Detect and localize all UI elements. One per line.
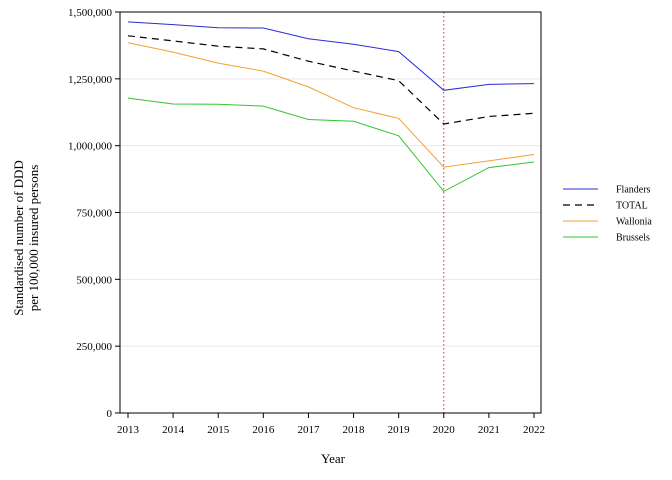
x-tick-label: 2017: [297, 424, 320, 436]
y-axis-title-line-2: per 100,000 insured persons: [26, 165, 41, 312]
gridlines: [120, 78, 541, 347]
y-tick-label: 1,250,000: [68, 74, 113, 86]
x-tick-label: 2014: [162, 424, 185, 436]
legend-label-flanders: Flanders: [616, 185, 651, 196]
series-line-total: [127, 35, 535, 125]
x-axis: 2013 2014 2015 2016 2017 2018 2019 2020 2021 2022: [117, 413, 545, 436]
series-lines: [127, 21, 535, 193]
x-tick-label: 2021: [478, 424, 500, 436]
series-line-wallonia: [127, 42, 535, 168]
y-tick-label: 1,000,000: [68, 141, 113, 153]
series-line-brussels: [127, 97, 535, 193]
x-tick-label: 2020: [433, 424, 456, 436]
y-axis-title-line-1: Standardised number of DDD: [11, 160, 26, 316]
y-axis: 0 250,000 500,000 750,000 1,000,000 1,250,000…: [68, 7, 120, 420]
x-tick-label: 2016: [252, 424, 275, 436]
legend-label-brussels: Brussels: [616, 233, 650, 244]
x-tick-label: 2015: [207, 424, 230, 436]
legend-label-wallonia: Wallonia: [616, 217, 652, 228]
series-line-flanders: [127, 21, 535, 91]
y-tick-label: 0: [107, 408, 113, 420]
y-axis-title: Standardised number of DDD per 100,000 i…: [11, 160, 41, 316]
x-axis-title: Year: [321, 451, 346, 466]
x-tick-label: 2019: [388, 424, 411, 436]
y-tick-label: 750,000: [76, 208, 112, 220]
x-tick-label: 2022: [523, 424, 545, 436]
x-tick-label: 2013: [117, 424, 140, 436]
legend-label-total: TOTAL: [616, 201, 648, 212]
y-tick-label: 250,000: [76, 341, 112, 353]
x-tick-label: 2018: [343, 424, 366, 436]
y-tick-label: 500,000: [76, 274, 112, 286]
y-tick-label: 1,500,000: [68, 7, 113, 19]
legend: Flanders TOTAL Wallonia Brussels: [563, 185, 652, 244]
